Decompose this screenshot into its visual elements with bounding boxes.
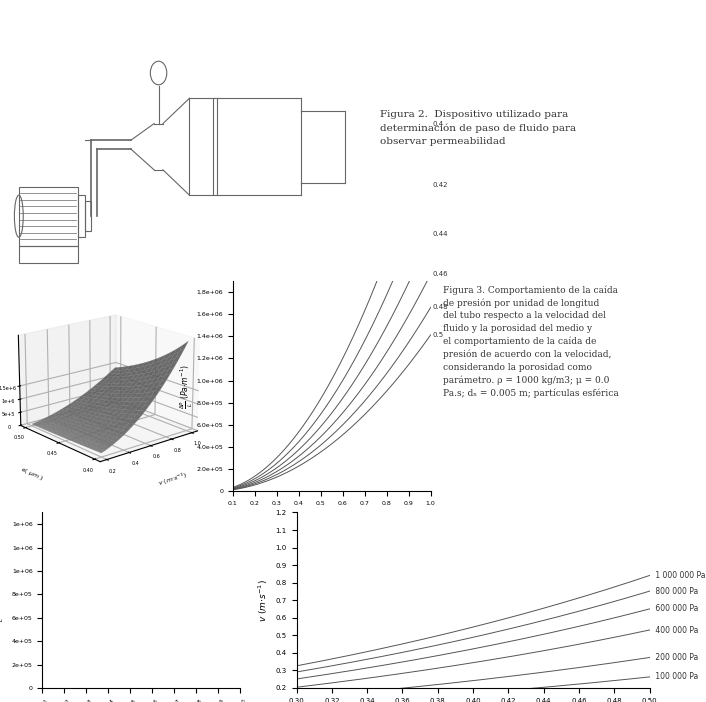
Text: Figura 3. Comportamiento de la caída
de presión por unidad de longitud
del tubo : Figura 3. Comportamiento de la caída de … [443,285,618,398]
Y-axis label: $\frac{\Delta P}{L}\ (Pa{\cdot}m^{-1})$: $\frac{\Delta P}{L}\ (Pa{\cdot}m^{-1})$ [179,364,195,409]
Text: 600 000 Pa: 600 000 Pa [653,604,698,614]
Bar [19,246,78,263]
Text: 0.5: 0.5 [433,332,444,338]
Text: Figura 2.  Dispositivo utilizado para
determinación de paso de fluido para
obser: Figura 2. Dispositivo utilizado para det… [380,110,576,146]
Text: 0.4: 0.4 [433,121,444,127]
X-axis label: $v\ (m{\cdot}s^{-1})$: $v\ (m{\cdot}s^{-1})$ [157,470,189,489]
Bar [85,201,91,231]
Text: 100 000 Pa: 100 000 Pa [653,673,698,682]
Text: 200 000 Pa: 200 000 Pa [653,653,698,662]
Y-axis label: $\frac{\Delta P}{L}\ \ (Pa{\cdot}m^{-1})$: $\frac{\Delta P}{L}\ \ (Pa{\cdot}m^{-1})… [0,576,6,624]
Y-axis label: $e(\ \mu m\ )$: $e(\ \mu m\ )$ [19,465,45,484]
Bar [19,187,78,246]
Text: 1 000 000 Pa: 1 000 000 Pa [653,571,705,580]
Text: 0.46: 0.46 [433,271,448,277]
Text: 0.42: 0.42 [433,182,448,187]
X-axis label: $v\ (m{\cdot}s^{-1})$: $v\ (m{\cdot}s^{-1})$ [312,512,352,525]
Text: 400 000 Pa: 400 000 Pa [653,625,698,635]
Text: 800 000 Pa: 800 000 Pa [653,587,698,595]
Bar [78,195,85,237]
Text: 0.44: 0.44 [433,231,448,237]
Text: 0.48: 0.48 [433,305,448,310]
Y-axis label: $v\ (m{\cdot}s^{-1})$: $v\ (m{\cdot}s^{-1})$ [256,579,270,621]
